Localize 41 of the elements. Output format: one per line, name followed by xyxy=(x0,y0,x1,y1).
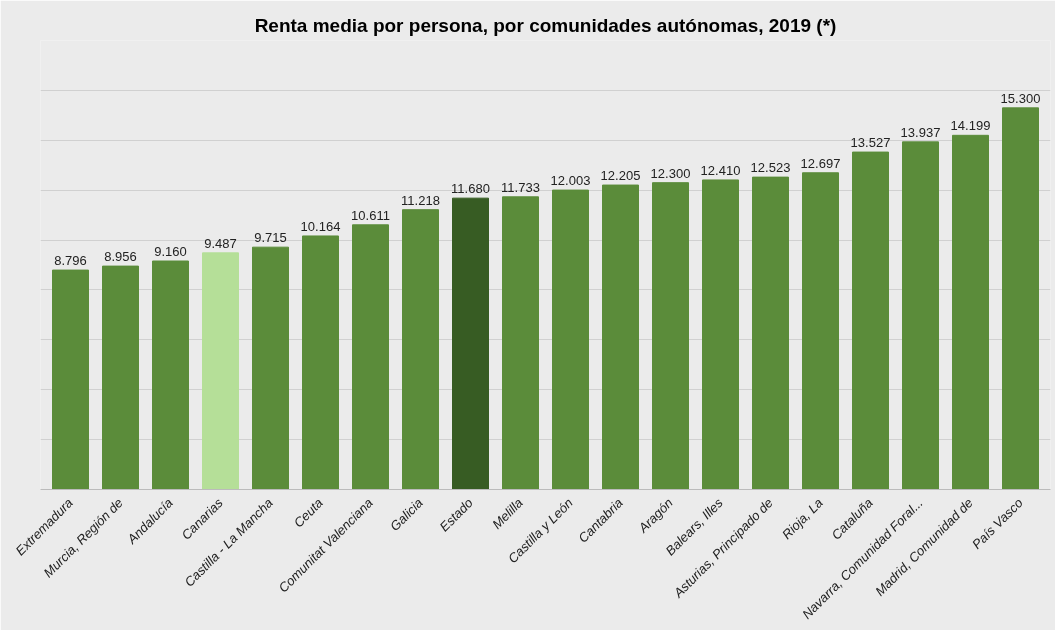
bar xyxy=(352,224,389,490)
data-label: 8.796 xyxy=(54,253,87,269)
data-label: 12.205 xyxy=(600,168,641,184)
data-label: 13.527 xyxy=(850,135,891,151)
bar xyxy=(852,151,889,490)
bar xyxy=(1002,107,1039,490)
data-label: 9.487 xyxy=(204,235,237,251)
bar xyxy=(302,235,339,490)
bar xyxy=(52,269,89,490)
data-label: 12.410 xyxy=(700,162,741,178)
data-label: 8.956 xyxy=(104,249,137,265)
data-label: 14.199 xyxy=(950,118,991,134)
data-label: 10.611 xyxy=(351,207,390,223)
chart-title: Renta media por persona, por comunidades autónomas, 2019 (*) xyxy=(254,14,837,36)
bar xyxy=(452,197,489,490)
bar xyxy=(902,141,939,490)
bar xyxy=(652,182,689,490)
bar xyxy=(502,196,539,490)
data-label: 9.160 xyxy=(154,244,187,260)
bar xyxy=(202,252,239,490)
bar xyxy=(602,184,639,490)
bar xyxy=(552,189,589,490)
data-label: 9.715 xyxy=(254,230,287,246)
data-label: 12.523 xyxy=(750,160,791,176)
bar xyxy=(952,134,989,490)
data-label: 11.680 xyxy=(451,181,490,197)
bar xyxy=(752,176,789,490)
data-label: 11.218 xyxy=(401,192,440,208)
data-label: 12.697 xyxy=(800,155,841,171)
data-label: 10.164 xyxy=(300,218,341,234)
bar xyxy=(102,265,139,490)
data-label: 13.937 xyxy=(900,124,941,140)
data-label: 12.003 xyxy=(550,173,591,189)
data-label: 12.300 xyxy=(650,165,691,181)
bar xyxy=(702,179,739,490)
data-label: 11.733 xyxy=(501,179,540,195)
bar xyxy=(402,209,439,490)
data-label: 15.300 xyxy=(1000,90,1041,106)
bar xyxy=(152,260,189,490)
bar xyxy=(802,172,839,490)
bar xyxy=(252,246,289,490)
